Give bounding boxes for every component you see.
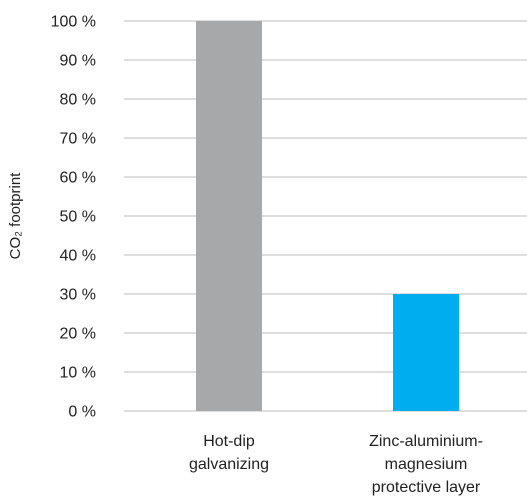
- x-category-label: magnesium: [385, 456, 468, 473]
- x-category-label: protective layer: [372, 479, 481, 496]
- x-axis-categories: Hot-dip galvanizing Zinc-aluminium-magnesi…: [189, 433, 483, 496]
- y-axis-ticks: 0 % 10 % 20 % 30 % 40 % 50 % 60 % 70 % 80 % 90 % 1…: [51, 14, 96, 421]
- y-tick-label: 40 %: [60, 248, 96, 265]
- x-category-label: Hot-dip: [203, 433, 255, 450]
- gridlines: [124, 20, 527, 412]
- y-tick-label: 60 %: [60, 170, 96, 187]
- y-tick-label: 30 %: [60, 287, 96, 304]
- bar: [393, 294, 459, 411]
- y-tick-label: 90 %: [60, 53, 96, 70]
- y-tick-label: 50 %: [60, 209, 96, 226]
- y-axis-title: CO₂ footprint: [7, 172, 24, 260]
- bar: [196, 21, 262, 411]
- y-tick-label: 20 %: [60, 326, 96, 343]
- y-tick-label: 80 %: [60, 92, 96, 109]
- x-category-label: galvanizing: [189, 456, 269, 473]
- y-tick-label: 70 %: [60, 131, 96, 148]
- y-tick-label: 0 %: [68, 404, 96, 421]
- y-tick-label: 100 %: [51, 14, 96, 31]
- y-tick-label: 10 %: [60, 365, 96, 382]
- bars: [196, 21, 459, 411]
- x-category-label: Zinc-aluminium-: [369, 433, 483, 450]
